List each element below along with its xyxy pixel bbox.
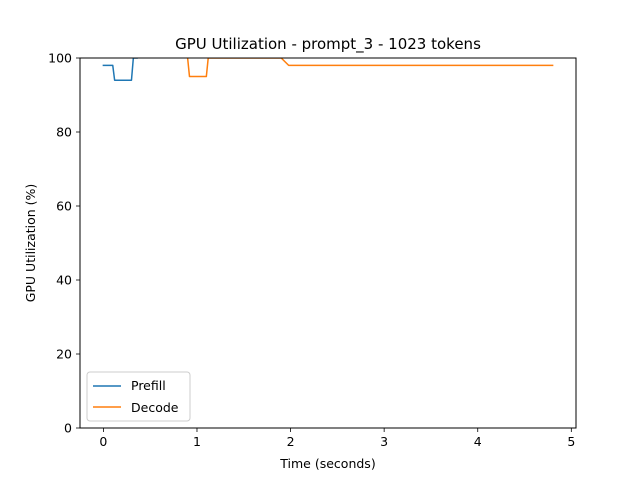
x-axis-label: Time (seconds) <box>279 456 375 471</box>
legend-label-prefill: Prefill <box>131 378 166 393</box>
series-line-prefill <box>102 58 138 81</box>
legend: Prefill Decode <box>86 371 191 422</box>
y-tick-label: 20 <box>56 347 72 362</box>
x-tick-label: 0 <box>99 434 107 449</box>
y-tick-label: 60 <box>56 199 72 214</box>
x-axis-ticks: 0 1 2 3 4 5 <box>99 428 575 449</box>
plot-frame <box>79 57 577 429</box>
legend-box <box>86 371 191 422</box>
x-tick-label: 3 <box>380 434 388 449</box>
y-axis-label: GPU Utilization (%) <box>23 184 38 303</box>
y-tick-label: 80 <box>56 125 72 140</box>
series-line-decode <box>186 58 554 78</box>
x-tick-label: 4 <box>474 434 482 449</box>
y-tick-label: 100 <box>48 51 72 66</box>
y-tick-label: 40 <box>56 273 72 288</box>
chart-title: GPU Utilization - prompt_3 - 1023 tokens <box>175 35 481 54</box>
x-tick-label: 2 <box>287 434 295 449</box>
x-tick-label: 1 <box>193 434 201 449</box>
legend-label-decode: Decode <box>131 400 179 415</box>
x-tick-label: 5 <box>567 434 575 449</box>
y-axis-ticks: 0 20 40 60 80 100 <box>48 51 80 436</box>
plot-lines <box>102 58 554 81</box>
y-tick-label: 0 <box>64 421 72 436</box>
